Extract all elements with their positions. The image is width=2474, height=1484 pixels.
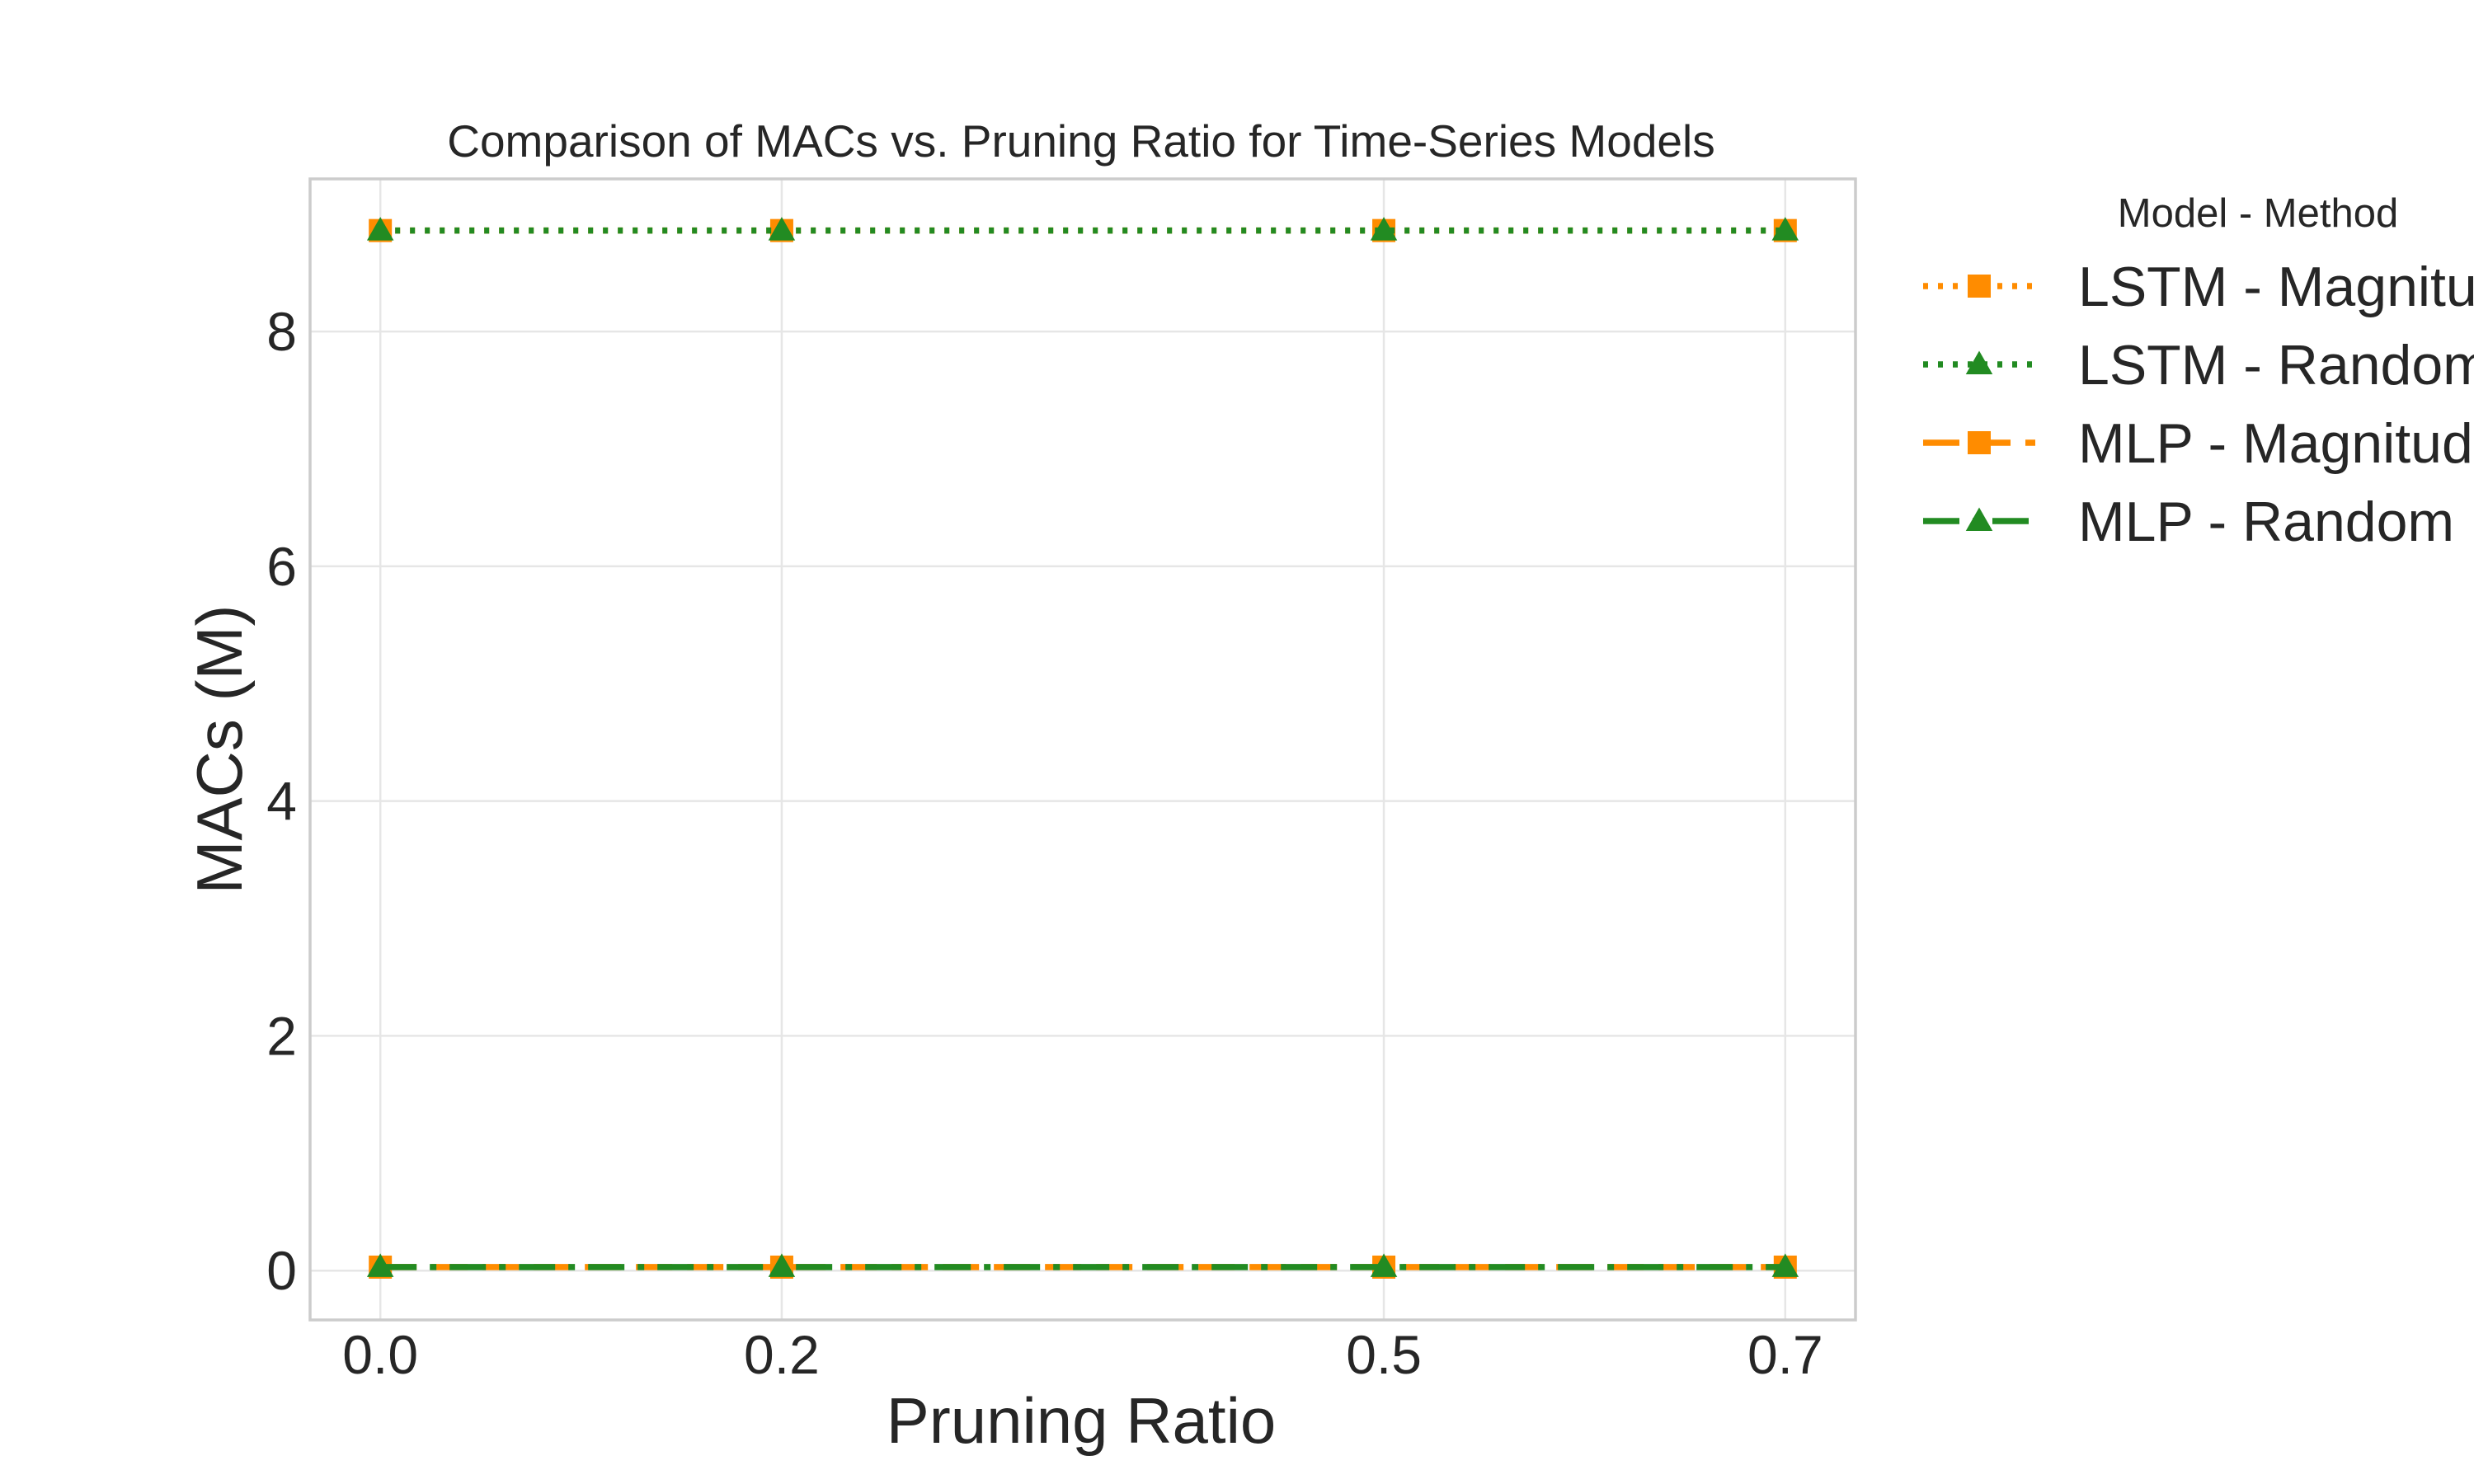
legend-swatch-marker — [1965, 350, 1993, 374]
data-point — [1370, 1253, 1398, 1277]
legend-swatch-marker — [1968, 275, 1991, 298]
chart-title: Comparison of MACs vs. Pruning Ratio for… — [447, 115, 1714, 167]
x-tick-label: 0.5 — [1346, 1324, 1422, 1385]
y-tick-label: 6 — [266, 536, 297, 597]
x-tick-label: 0.2 — [744, 1324, 820, 1385]
data-point — [1771, 217, 1799, 241]
legend-title: Model - Method — [2118, 191, 2398, 236]
y-tick-label: 4 — [266, 771, 297, 832]
data-point — [768, 1253, 796, 1277]
series-group — [366, 217, 1799, 1279]
legend-item: LSTM - Random — [1923, 334, 2474, 397]
x-tick-label: 0.7 — [1747, 1324, 1823, 1385]
series-mlp-random — [366, 1253, 1799, 1277]
legend-label: MLP - Magnitude — [2078, 412, 2474, 475]
data-point — [768, 217, 796, 241]
data-point — [366, 217, 394, 241]
legend-label: MLP - Random — [2078, 491, 2454, 553]
legend-label: LSTM - Random — [2078, 334, 2474, 397]
legend-swatch-marker — [1965, 507, 1993, 531]
legend-label: LSTM - Magnitude — [2078, 256, 2474, 318]
data-point — [366, 1253, 394, 1277]
legend-item: MLP - Random — [1923, 491, 2454, 553]
series-lstm-random — [366, 217, 1799, 241]
legend-item: MLP - Magnitude — [1923, 412, 2474, 475]
legend: Model - Method LSTM - Magnitude LSTM - Ra… — [1923, 191, 2474, 553]
data-point — [1370, 217, 1398, 241]
legend-swatch-marker — [1968, 431, 1991, 454]
data-point — [1771, 1253, 1799, 1277]
y-tick-label: 2 — [266, 1005, 297, 1066]
y-tick-label: 0 — [266, 1240, 297, 1301]
grid — [310, 179, 1856, 1320]
tick-labels: 0 2 4 6 8 0.0 0.2 0.5 0.7 — [266, 301, 1823, 1385]
y-axis-label: MACs (M) — [183, 605, 256, 895]
x-tick-label: 0.0 — [342, 1324, 418, 1385]
y-tick-label: 8 — [266, 301, 297, 362]
legend-item: LSTM - Magnitude — [1923, 256, 2474, 318]
x-axis-label: Pruning Ratio — [887, 1384, 1277, 1457]
plot-area-frame — [308, 177, 1857, 1322]
